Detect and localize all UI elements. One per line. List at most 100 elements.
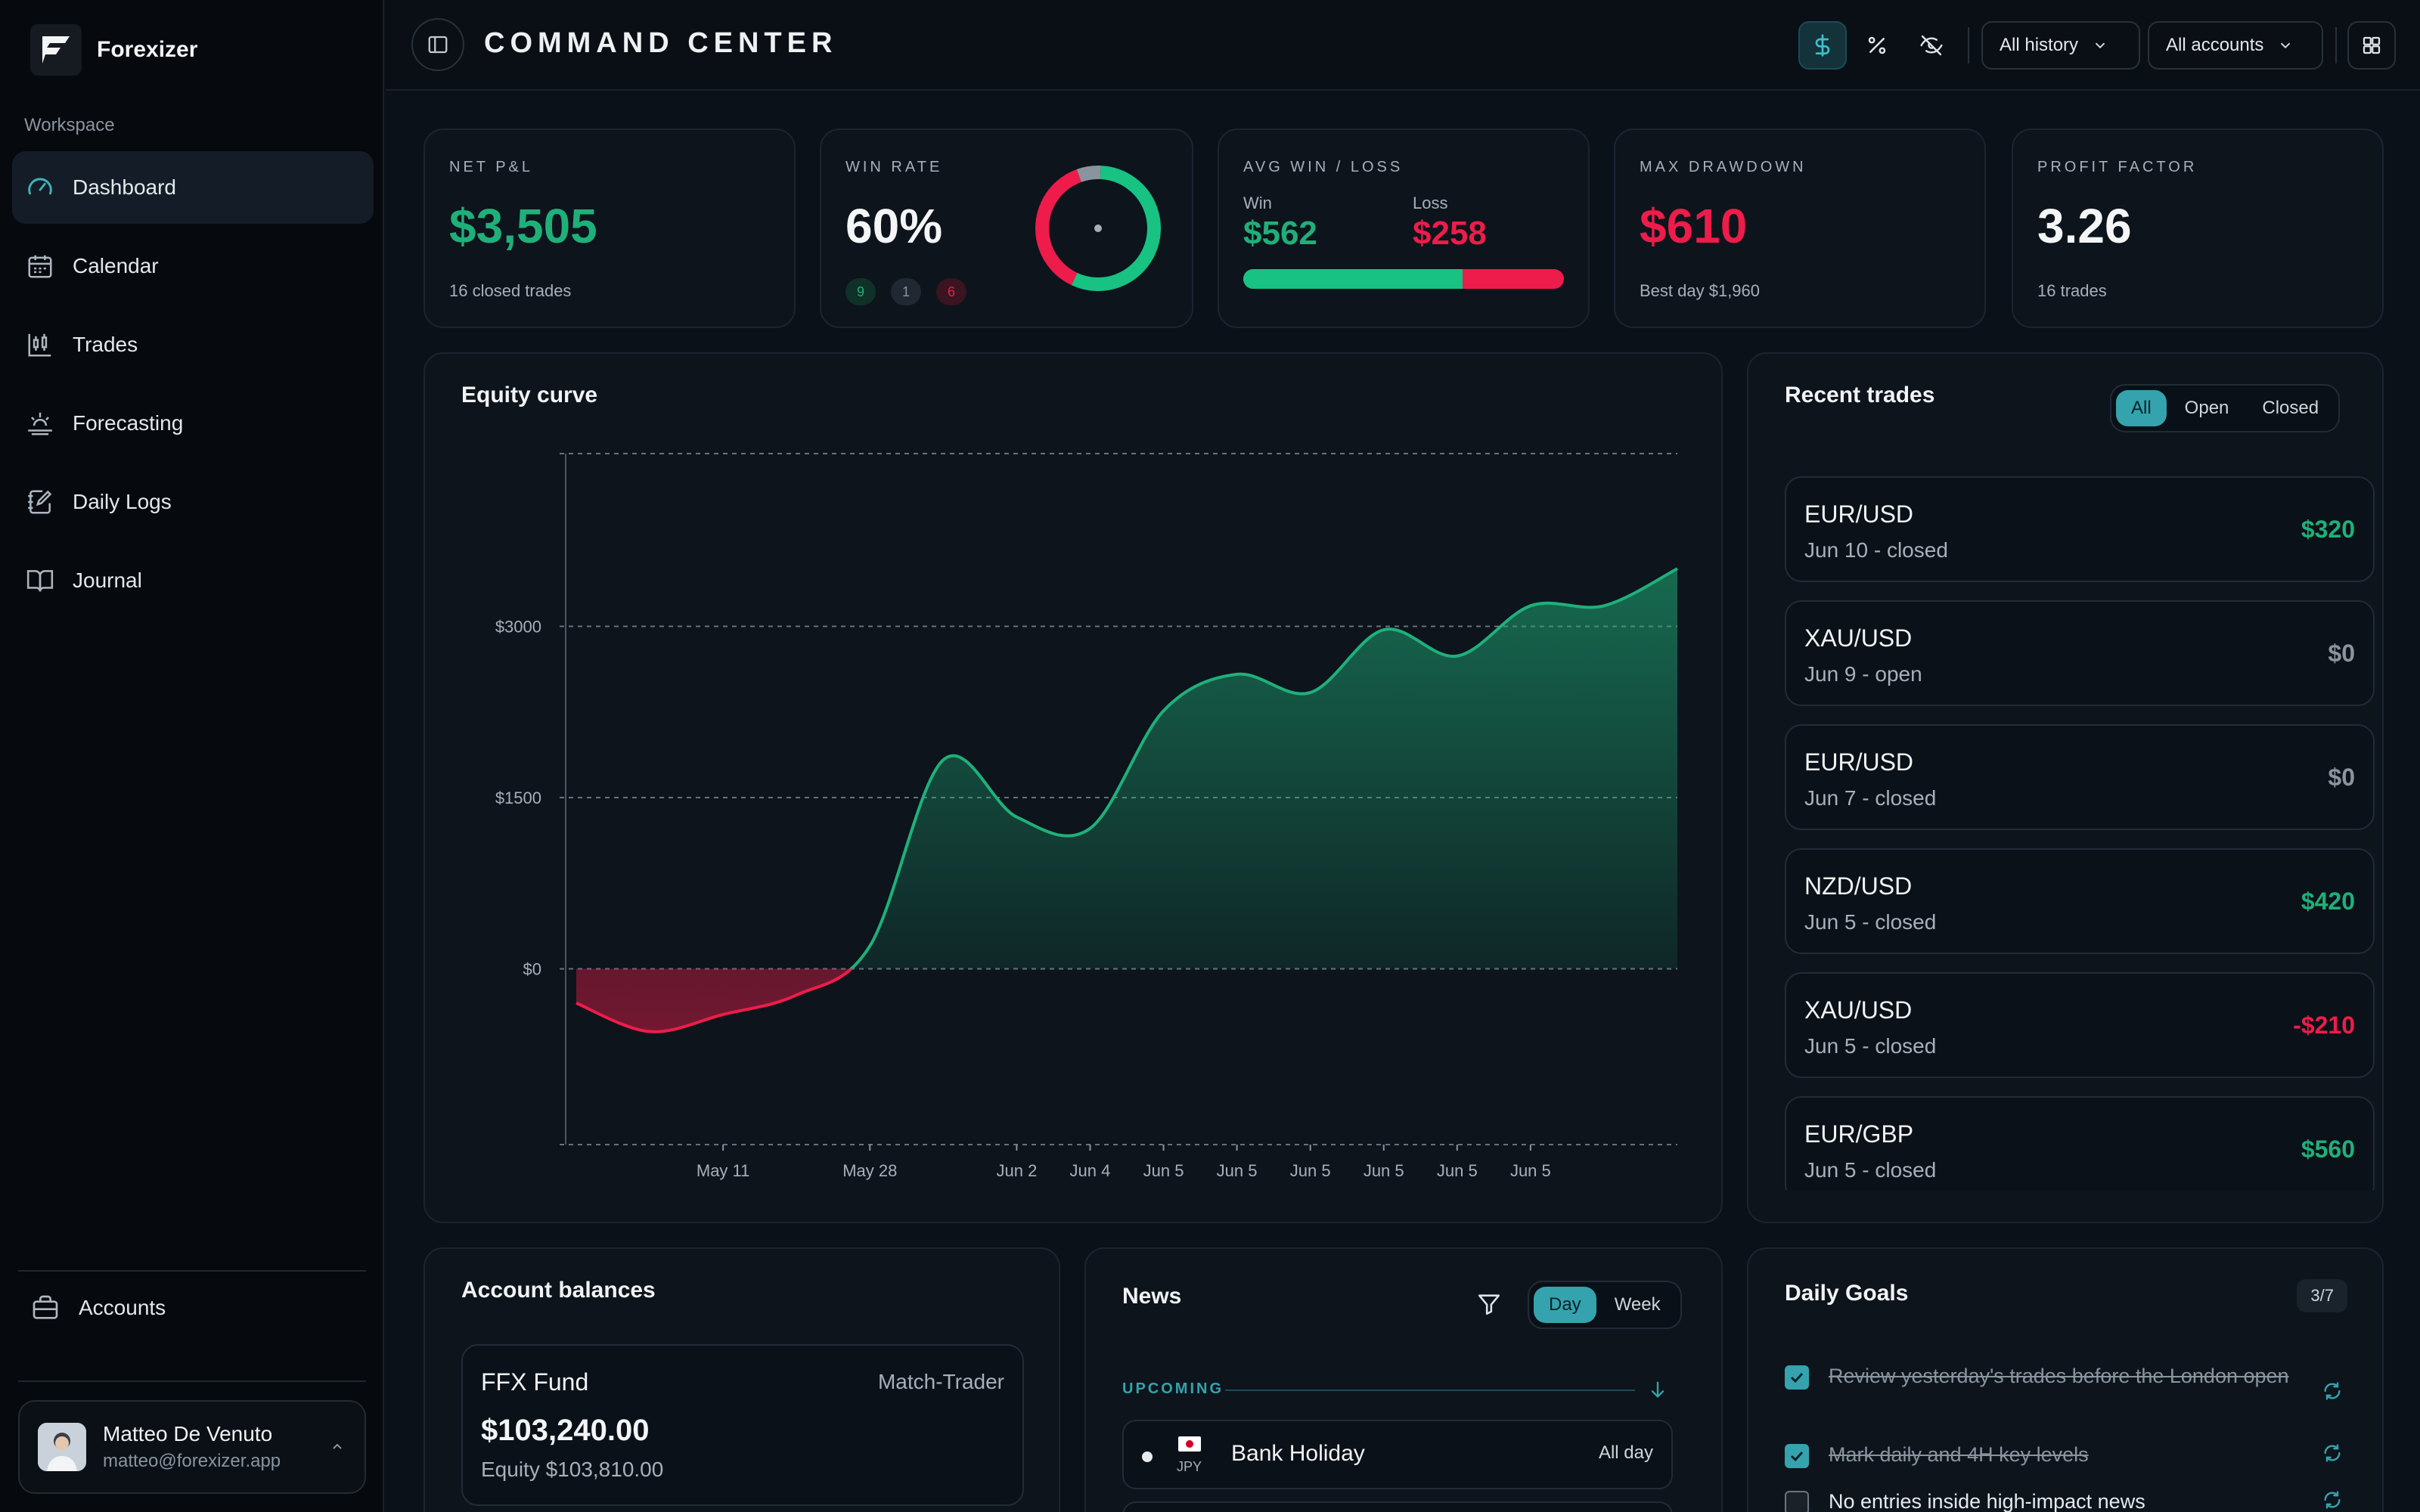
checkbox-checked[interactable] <box>1785 1365 1809 1390</box>
net-pnl-value: $3,505 <box>449 199 597 253</box>
avg-win-loss-card: AVG WIN / LOSS Win $562 Loss $258 <box>1218 129 1590 328</box>
losses-pill: 6 <box>936 278 966 305</box>
notebook-pen-icon <box>28 490 52 514</box>
forecast-icon <box>28 412 52 435</box>
sidebar-item-label: Dashboard <box>73 175 176 199</box>
filter-all[interactable]: All <box>2116 390 2167 426</box>
equity-line-positive <box>849 567 1678 969</box>
dollar-icon <box>1815 34 1830 57</box>
account-platform: Match-Trader <box>877 1370 1004 1393</box>
history-select-value: All history <box>2000 35 2079 55</box>
trade-meta: Jun 5 - closed <box>1804 1158 1937 1182</box>
divider <box>18 1270 366 1272</box>
checkbox-unchecked[interactable] <box>1785 1491 1809 1512</box>
news-event[interactable]: JPY Bank Holiday All day <box>1122 1420 1673 1489</box>
flag-jp-icon <box>1178 1436 1201 1452</box>
currency-mode-button[interactable] <box>1798 21 1847 70</box>
sidebar: Forexizer Workspace Dashboard Calendar T… <box>0 0 384 1512</box>
user-info: Matteo De Venuto matteo@forexizer.app <box>103 1422 281 1472</box>
sidebar-item-forecasting[interactable]: Forecasting <box>12 387 374 460</box>
user-name: Matteo De Venuto <box>103 1422 273 1445</box>
trade-row[interactable]: XAU/USD Jun 5 - closed -$210 <box>1785 972 2375 1078</box>
sidebar-item-label: Journal <box>73 569 142 592</box>
checkbox-checked[interactable] <box>1785 1444 1809 1468</box>
recent-trades-card: Recent trades All Open Closed EUR/USD Ju… <box>1747 352 2384 1223</box>
sidebar-item-trades[interactable]: Trades <box>12 308 374 381</box>
x-tick-label: Jun 5 <box>1510 1161 1551 1180</box>
book-open-icon <box>26 570 54 592</box>
trade-pnl: $320 <box>2301 516 2355 543</box>
trade-pnl: $0 <box>2328 764 2355 791</box>
percent-mode-button[interactable] <box>1853 21 1901 70</box>
brand[interactable]: Forexizer <box>30 24 197 76</box>
filter-open[interactable]: Open <box>2184 398 2229 418</box>
top-bar: COMMAND CENTER All history All accounts <box>386 0 2420 91</box>
trade-meta: Jun 9 - open <box>1804 662 1922 686</box>
win-rate-donut <box>1035 166 1161 291</box>
avg-win-label: Win <box>1243 194 1272 212</box>
trade-row[interactable]: NZD/USD Jun 5 - closed $420 <box>1785 848 2375 954</box>
repeat-icon[interactable] <box>2322 1442 2343 1464</box>
news-tab-week[interactable]: Week <box>1614 1294 1661 1315</box>
goal-text: Mark daily and 4H key levels <box>1829 1443 2089 1466</box>
y-tick-label: $3000 <box>495 618 541 637</box>
filter-icon[interactable] <box>1476 1291 1502 1317</box>
y-tick-label: $1500 <box>495 789 541 807</box>
user-menu[interactable]: Matteo De Venuto matteo@forexizer.app <box>18 1400 366 1494</box>
repeat-icon[interactable] <box>2322 1489 2343 1510</box>
sidebar-toggle-button[interactable] <box>411 18 464 71</box>
arrow-down-icon[interactable] <box>1647 1379 1668 1400</box>
trade-filter: All Open Closed <box>2110 384 2341 432</box>
sidebar-item-accounts[interactable]: Accounts <box>18 1293 166 1323</box>
chevron-down-icon <box>2281 42 2291 49</box>
goal-item[interactable]: Review yesterday's trades before the Lon… <box>1785 1361 2329 1391</box>
goal-text: Review yesterday's trades before the Lon… <box>1829 1365 2289 1387</box>
layout-button[interactable] <box>2347 21 2396 70</box>
trade-pnl: $420 <box>2301 888 2355 915</box>
accounts-select-value: All accounts <box>2166 35 2264 55</box>
sidebar-item-journal[interactable]: Journal <box>12 544 374 617</box>
brand-logo-icon <box>30 24 82 76</box>
trade-row[interactable]: EUR/USD Jun 7 - closed $0 <box>1785 724 2375 830</box>
x-tick-label: Jun 5 <box>1364 1161 1404 1180</box>
y-tick-label: $0 <box>523 960 541 979</box>
filter-closed[interactable]: Closed <box>2262 398 2319 418</box>
accounts-select[interactable]: All accounts <box>2148 21 2323 70</box>
workspace-label: Workspace <box>24 115 115 135</box>
sidebar-nav: Dashboard Calendar Trades Forecasting Da… <box>12 151 374 623</box>
panel-left-icon <box>428 36 448 54</box>
daily-goals-card: Daily Goals 3/7 Review yesterday's trade… <box>1747 1247 2384 1512</box>
account-balances-card: Account balances FFX Fund Match-Trader $… <box>424 1247 1060 1512</box>
max-drawdown-card: MAX DRAWDOWN $610 Best day $1,960 <box>1614 129 1986 328</box>
sidebar-item-label: Forecasting <box>73 411 184 435</box>
sidebar-item-calendar[interactable]: Calendar <box>12 230 374 302</box>
trade-pair: EUR/GBP <box>1804 1120 1914 1148</box>
event-title: Bank Holiday <box>1231 1441 1365 1466</box>
trade-row[interactable]: EUR/USD Jun 10 - closed $320 <box>1785 476 2375 582</box>
news-event[interactable] <box>1122 1501 1673 1512</box>
equity-chart[interactable]: $0 $1500 $3000 May 11 May 28 Jun 2 Jun 4 Jun 5 J… <box>425 354 1721 1222</box>
history-select[interactable]: All history <box>1981 21 2140 70</box>
divider <box>18 1380 366 1382</box>
repeat-icon[interactable] <box>2322 1380 2343 1402</box>
account-item[interactable]: FFX Fund Match-Trader $103,240.00 Equity… <box>461 1344 1024 1506</box>
sidebar-item-dashboard[interactable]: Dashboard <box>12 151 374 224</box>
trade-pair: XAU/USD <box>1804 996 1913 1024</box>
best-day-text: Best day $1,960 <box>1640 281 1761 300</box>
percent-icon <box>1868 36 1886 54</box>
donut-center-dot <box>1094 225 1102 232</box>
x-tick-label: Jun 2 <box>996 1161 1037 1180</box>
check-icon <box>1790 1451 1804 1462</box>
list-fade <box>1748 1190 2382 1222</box>
trade-row[interactable]: EUR/GBP Jun 5 - closed $560 <box>1785 1096 2375 1202</box>
event-currency: JPY <box>1177 1459 1202 1474</box>
goal-item[interactable]: No entries inside high-impact news <box>1785 1486 2329 1512</box>
goal-item[interactable]: Mark daily and 4H key levels <box>1785 1439 2329 1470</box>
sidebar-item-daily-logs[interactable]: Daily Logs <box>12 466 374 538</box>
hide-values-button[interactable] <box>1907 21 1956 70</box>
avatar <box>38 1423 86 1471</box>
check-icon <box>1790 1372 1804 1383</box>
news-tab-day[interactable]: Day <box>1534 1287 1596 1323</box>
sidebar-item-label: Trades <box>73 333 138 356</box>
trade-row[interactable]: XAU/USD Jun 9 - open $0 <box>1785 600 2375 706</box>
